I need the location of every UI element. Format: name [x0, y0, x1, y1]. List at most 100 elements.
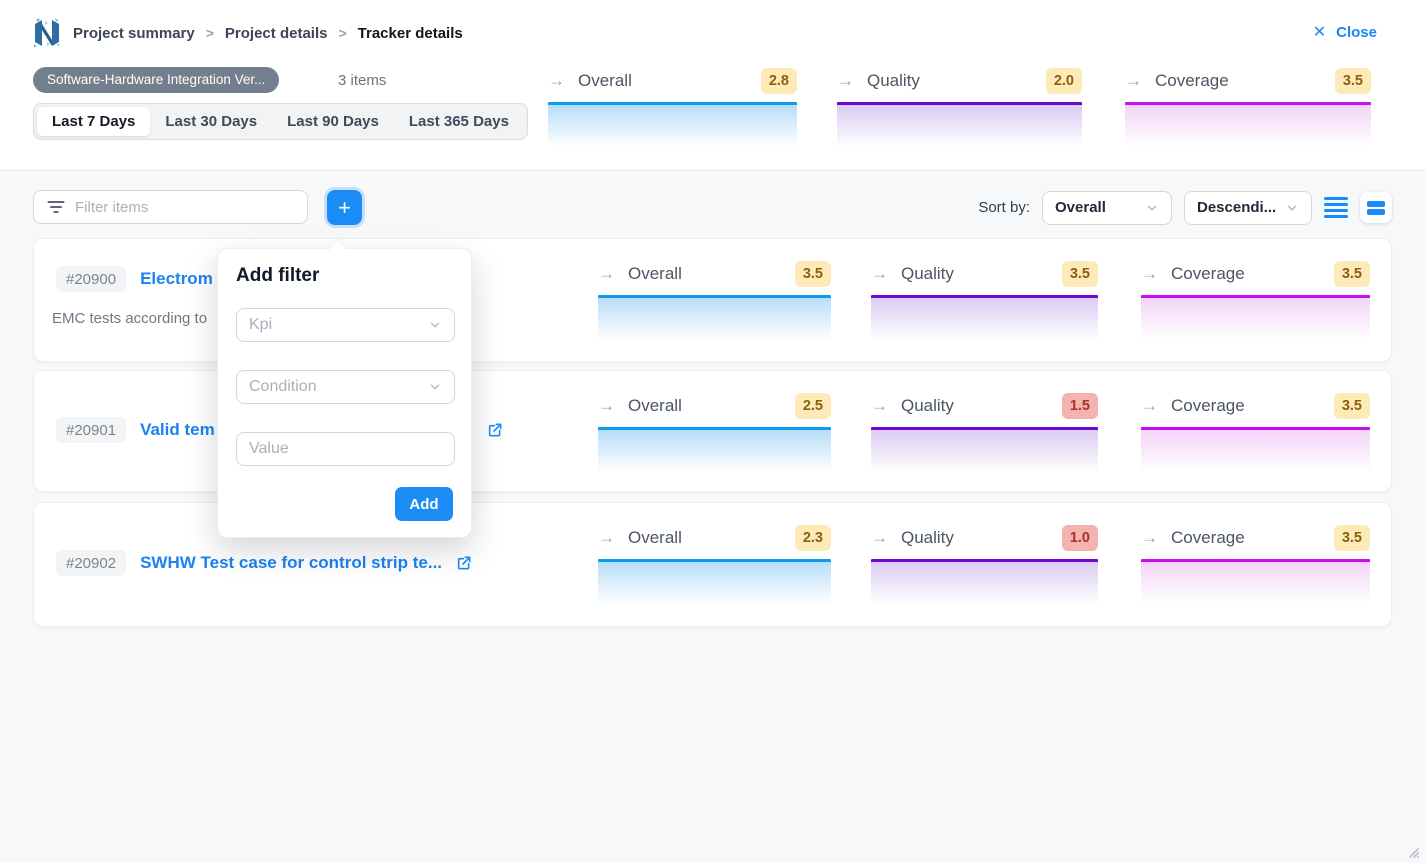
- trend-arrow-icon: →: [598, 396, 615, 415]
- chevron-down-icon: [1287, 204, 1297, 211]
- filter-items-input[interactable]: [75, 198, 295, 216]
- summary-kpi-quality: → Quality 2.0: [837, 68, 1082, 147]
- kpi-label: Overall: [628, 396, 682, 415]
- close-label: Close: [1336, 23, 1377, 41]
- kpi-value-badge: 1.5: [1061, 393, 1098, 419]
- sort-by-label: Sort by:: [978, 199, 1030, 216]
- filter-icon: [47, 201, 65, 213]
- trend-arrow-icon: →: [598, 528, 615, 547]
- tab-last-365-days[interactable]: Last 365 Days: [408, 113, 509, 130]
- resize-grip-icon[interactable]: [1403, 842, 1421, 860]
- close-button[interactable]: ✕ Close: [1313, 22, 1377, 42]
- kpi-sparkline: [548, 102, 797, 147]
- kpi-sparkline: [871, 295, 1098, 340]
- kpi-sparkline: [871, 559, 1098, 604]
- kpi-value-badge: 3.5: [1061, 261, 1098, 287]
- kpi-label: Quality: [901, 264, 954, 283]
- item-kpi-quality: → Quality 1.0: [871, 525, 1098, 604]
- breadcrumb-project-summary[interactable]: Project summary: [73, 24, 195, 42]
- trend-arrow-icon: →: [1125, 71, 1142, 90]
- breadcrumb-separator: >: [205, 25, 214, 41]
- add-button[interactable]: Add: [395, 487, 453, 521]
- kpi-select[interactable]: Kpi: [236, 308, 455, 342]
- trend-arrow-icon: →: [1141, 528, 1158, 547]
- sort-direction-value: Descendi...: [1197, 199, 1277, 216]
- item-id-badge: #20901: [56, 417, 127, 443]
- breadcrumb-tracker-details: Tracker details: [357, 24, 463, 42]
- item-kpi-overall: → Overall 3.5: [598, 261, 831, 340]
- sort-field-value: Overall: [1055, 199, 1106, 216]
- kpi-label: Quality: [901, 396, 954, 415]
- trend-arrow-icon: →: [1141, 264, 1158, 283]
- chevron-down-icon: [1147, 204, 1157, 211]
- item-kpi-coverage: → Coverage 3.5: [1141, 261, 1370, 340]
- kpi-sparkline: [1125, 102, 1371, 147]
- kpi-label: Quality: [901, 528, 954, 547]
- kpi-value-badge: 2.8: [760, 68, 797, 94]
- kpi-sparkline: [1141, 559, 1370, 604]
- kpi-sparkline: [871, 427, 1098, 472]
- kpi-value-badge: 2.5: [794, 393, 831, 419]
- item-kpi-quality: → Quality 3.5: [871, 261, 1098, 340]
- filter-items-field[interactable]: [33, 190, 308, 224]
- kpi-label: Coverage: [1171, 264, 1245, 283]
- plus-icon: +: [338, 194, 351, 220]
- kpi-value-badge: 3.5: [1333, 393, 1370, 419]
- value-input[interactable]: [249, 440, 442, 458]
- trend-arrow-icon: →: [548, 71, 565, 90]
- tab-last-90-days[interactable]: Last 90 Days: [287, 113, 379, 130]
- breadcrumb-project-details[interactable]: Project details: [224, 24, 328, 42]
- kpi-value-badge: 1.0: [1061, 525, 1098, 551]
- kpi-value-badge: 2.3: [794, 525, 831, 551]
- add-filter-button[interactable]: +: [327, 190, 362, 225]
- kpi-value-badge: 2.0: [1045, 68, 1082, 94]
- tab-last-30-days[interactable]: Last 30 Days: [165, 113, 258, 130]
- kpi-sparkline: [1141, 427, 1370, 472]
- item-title-link[interactable]: Valid tem: [140, 420, 215, 439]
- trend-arrow-icon: →: [871, 528, 888, 547]
- item-description: EMC tests according to: [52, 310, 208, 327]
- kpi-label: Coverage: [1171, 528, 1245, 547]
- external-link-icon[interactable]: [487, 422, 503, 438]
- sort-controls: Sort by: Overall Descendi...: [978, 190, 1392, 225]
- item-title-link[interactable]: Electrom: [140, 269, 213, 288]
- popover-title: Add filter: [236, 265, 320, 286]
- kpi-sparkline: [837, 102, 1082, 147]
- kpi-label: Quality: [867, 71, 920, 90]
- kpi-label: Coverage: [1171, 396, 1245, 415]
- external-link-icon[interactable]: [456, 555, 472, 571]
- header-bar: Project summary > Project details > Trac…: [0, 0, 1425, 171]
- kpi-sparkline: [598, 295, 831, 340]
- add-filter-popover: Add filter Kpi Condition Add: [217, 239, 472, 538]
- tracker-name-pill: Software-Hardware Integration Ver...: [33, 67, 280, 93]
- item-id-badge: #20900: [56, 266, 127, 292]
- kpi-value-badge: 3.5: [1334, 68, 1371, 94]
- value-field[interactable]: [236, 432, 455, 466]
- trend-arrow-icon: →: [871, 264, 888, 283]
- tab-last-7-days[interactable]: Last 7 Days: [37, 107, 151, 136]
- kpi-value-badge: 3.5: [1333, 525, 1370, 551]
- item-kpi-coverage: → Coverage 3.5: [1141, 525, 1370, 604]
- kpi-sparkline: [598, 427, 831, 472]
- kpi-select-placeholder: Kpi: [249, 316, 273, 333]
- kpi-sparkline: [1141, 295, 1370, 340]
- chevron-down-icon: [430, 384, 440, 390]
- condition-select[interactable]: Condition: [236, 370, 455, 404]
- card-view-icon[interactable]: [1360, 192, 1392, 223]
- item-title-link[interactable]: SWHW Test case for control strip te...: [140, 553, 443, 572]
- item-kpi-overall: → Overall 2.3: [598, 525, 831, 604]
- app-logo-icon: [34, 18, 60, 47]
- kpi-label: Overall: [628, 528, 682, 547]
- sort-direction-select[interactable]: Descendi...: [1184, 190, 1312, 225]
- items-count: 3 items: [338, 72, 387, 89]
- item-kpi-coverage: → Coverage 3.5: [1141, 393, 1370, 472]
- trend-arrow-icon: →: [837, 71, 854, 90]
- item-kpi-quality: → Quality 1.5: [871, 393, 1098, 472]
- trend-arrow-icon: →: [598, 264, 615, 283]
- close-icon: ✕: [1312, 24, 1327, 41]
- list-view-icon[interactable]: [1324, 196, 1348, 220]
- brand-breadcrumb-row: Project summary > Project details > Trac…: [33, 18, 463, 48]
- breadcrumb: Project summary > Project details > Trac…: [73, 25, 463, 42]
- sort-field-select[interactable]: Overall: [1042, 190, 1172, 225]
- kpi-value-badge: 3.5: [1333, 261, 1370, 287]
